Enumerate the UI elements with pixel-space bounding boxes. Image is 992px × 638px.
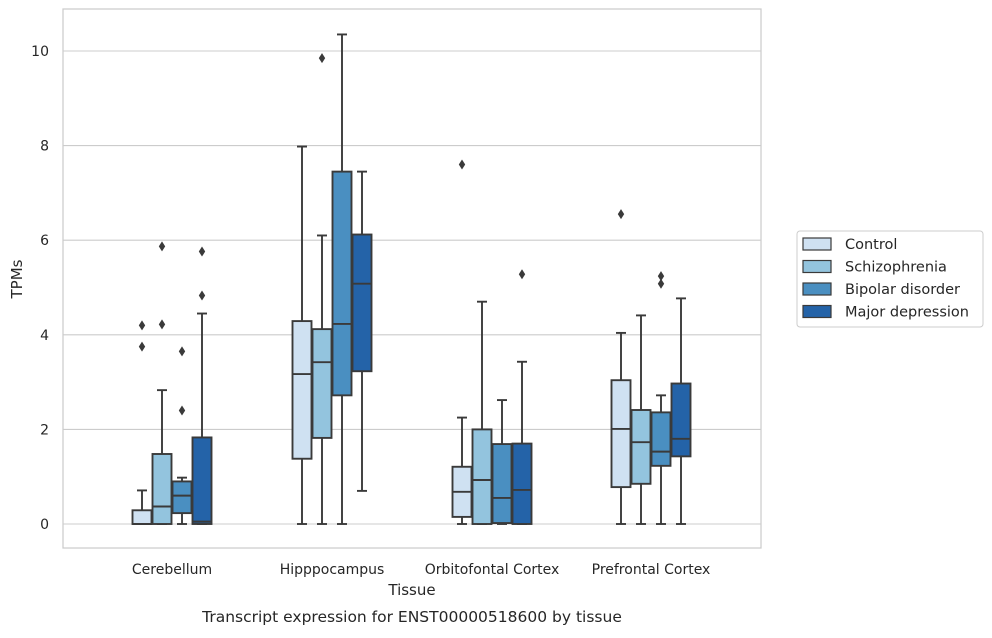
y-tick-label: 4 (40, 328, 49, 344)
box-hipppocampus (311, 53, 333, 525)
box-body (291, 320, 313, 460)
box-body (670, 382, 692, 458)
x-axis-label: Tissue (387, 581, 435, 599)
outlier-point (198, 246, 206, 257)
box-body (351, 233, 373, 373)
box-body (511, 442, 533, 525)
box-orbitofontal-cortex (471, 300, 493, 525)
outlier-point (518, 269, 526, 280)
chart-caption: Transcript expression for ENST0000051860… (201, 608, 622, 626)
outlier-point (657, 271, 665, 282)
x-tick-label: Cerebellum (132, 562, 212, 578)
y-tick-label: 8 (40, 139, 49, 155)
outlier-point (657, 278, 665, 289)
legend-label: Major depression (845, 305, 969, 321)
outlier-point (617, 209, 625, 220)
box-body (151, 453, 173, 525)
legend: Control Schizophrenia Bipolar disorder Majo… (796, 230, 984, 328)
x-tick-label: Orbitofontal Cortex (425, 562, 560, 578)
legend-item: Bipolar disorder (802, 282, 960, 298)
box-body (171, 480, 193, 515)
outlier-point (138, 341, 146, 352)
box-cerebellum (151, 241, 173, 525)
legend-swatch (802, 282, 832, 296)
legend-item: Schizophrenia (802, 259, 947, 276)
box-orbitofontal-cortex (451, 159, 473, 525)
legend-swatch (802, 259, 832, 274)
y-tick-labels: 0 2 4 6 8 10 (31, 44, 49, 533)
outlier-point (178, 405, 186, 416)
outlier-point (318, 53, 326, 64)
series-major-depression (191, 170, 692, 525)
box-body (131, 509, 153, 525)
outlier-point (178, 346, 186, 357)
x-tick-label: Prefrontal Cortex (592, 562, 711, 578)
y-axis-label: TPMs (8, 259, 26, 299)
box-body (491, 443, 513, 525)
y-tick-label: 6 (40, 233, 49, 249)
box-hipppocampus (331, 33, 353, 525)
legend-item: Control (802, 237, 897, 253)
legend-label: Control (845, 237, 897, 253)
boxes-layer (131, 33, 692, 525)
outlier-point (138, 320, 146, 331)
box-body (650, 411, 672, 467)
x-tick-labels: Cerebellum Hipppocampus Orbitofontal Corte… (132, 562, 710, 578)
box-orbitofontal-cortex (511, 269, 533, 525)
box-prefrontal-cortex (610, 209, 632, 525)
box-cerebellum (131, 320, 153, 525)
legend-label: Schizophrenia (845, 260, 947, 276)
legend-swatch (802, 237, 832, 251)
box-body (610, 379, 632, 489)
y-tick-label: 2 (40, 422, 49, 438)
outlier-point (158, 241, 166, 252)
box-prefrontal-cortex (670, 297, 692, 525)
box-body (471, 428, 493, 525)
y-tick-label: 0 (40, 517, 49, 533)
outlier-point (198, 290, 206, 301)
box-orbitofontal-cortex (491, 399, 513, 525)
box-body (311, 328, 333, 439)
box-body (331, 170, 353, 397)
legend-swatch (802, 304, 832, 319)
box-body (191, 436, 213, 525)
x-tick-label: Hipppocampus (280, 562, 385, 578)
y-tick-label: 10 (31, 44, 49, 60)
plot-frame (62, 8, 762, 549)
box-cerebellum (191, 246, 213, 525)
outlier-point (458, 159, 466, 170)
box-hipppocampus (291, 145, 313, 525)
series-control (131, 145, 632, 525)
legend-label: Bipolar disorder (845, 282, 960, 298)
box-hipppocampus (351, 170, 373, 492)
outlier-point (158, 319, 166, 330)
legend-item: Major depression (802, 304, 969, 321)
legend-frame (796, 230, 984, 328)
box-prefrontal-cortex (630, 314, 652, 525)
box-cerebellum (171, 346, 193, 525)
box-prefrontal-cortex (650, 271, 672, 525)
series-bipolar-disorder (171, 33, 672, 525)
box-body (630, 409, 652, 485)
series-schizophrenia (151, 53, 652, 525)
